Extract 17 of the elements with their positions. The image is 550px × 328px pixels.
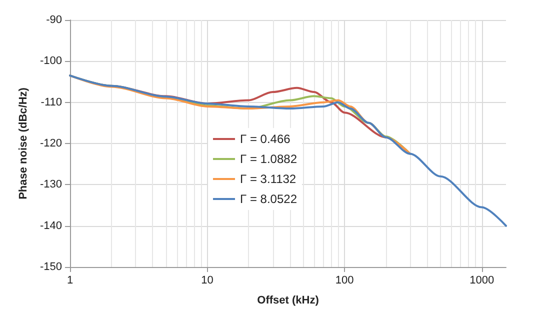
legend-label: Γ = 3.1132: [240, 172, 296, 186]
y-axis-title: Phase noise (dBc/Hz): [18, 87, 30, 200]
legend-label: Γ = 8.0522: [240, 192, 298, 206]
y-tick-label: -150: [40, 261, 62, 273]
x-tick-label: 1: [66, 274, 74, 286]
y-tick-label: -140: [40, 220, 62, 232]
y-tick-label: -90: [46, 14, 62, 26]
x-tick-label: 100: [335, 274, 354, 286]
x-tick-label: 1000: [470, 274, 494, 286]
y-tick-label: -100: [40, 55, 62, 68]
x-axis-title: Offset (kHz): [257, 294, 320, 306]
y-tick-label: -120: [40, 138, 62, 150]
y-tick-label: -110: [40, 96, 62, 108]
legend-label: Γ = 0.466: [240, 132, 291, 146]
x-tick-label: 10: [201, 274, 214, 286]
y-tick-label: -130: [40, 178, 62, 191]
legend-label: Γ = 1.0882: [240, 152, 298, 166]
